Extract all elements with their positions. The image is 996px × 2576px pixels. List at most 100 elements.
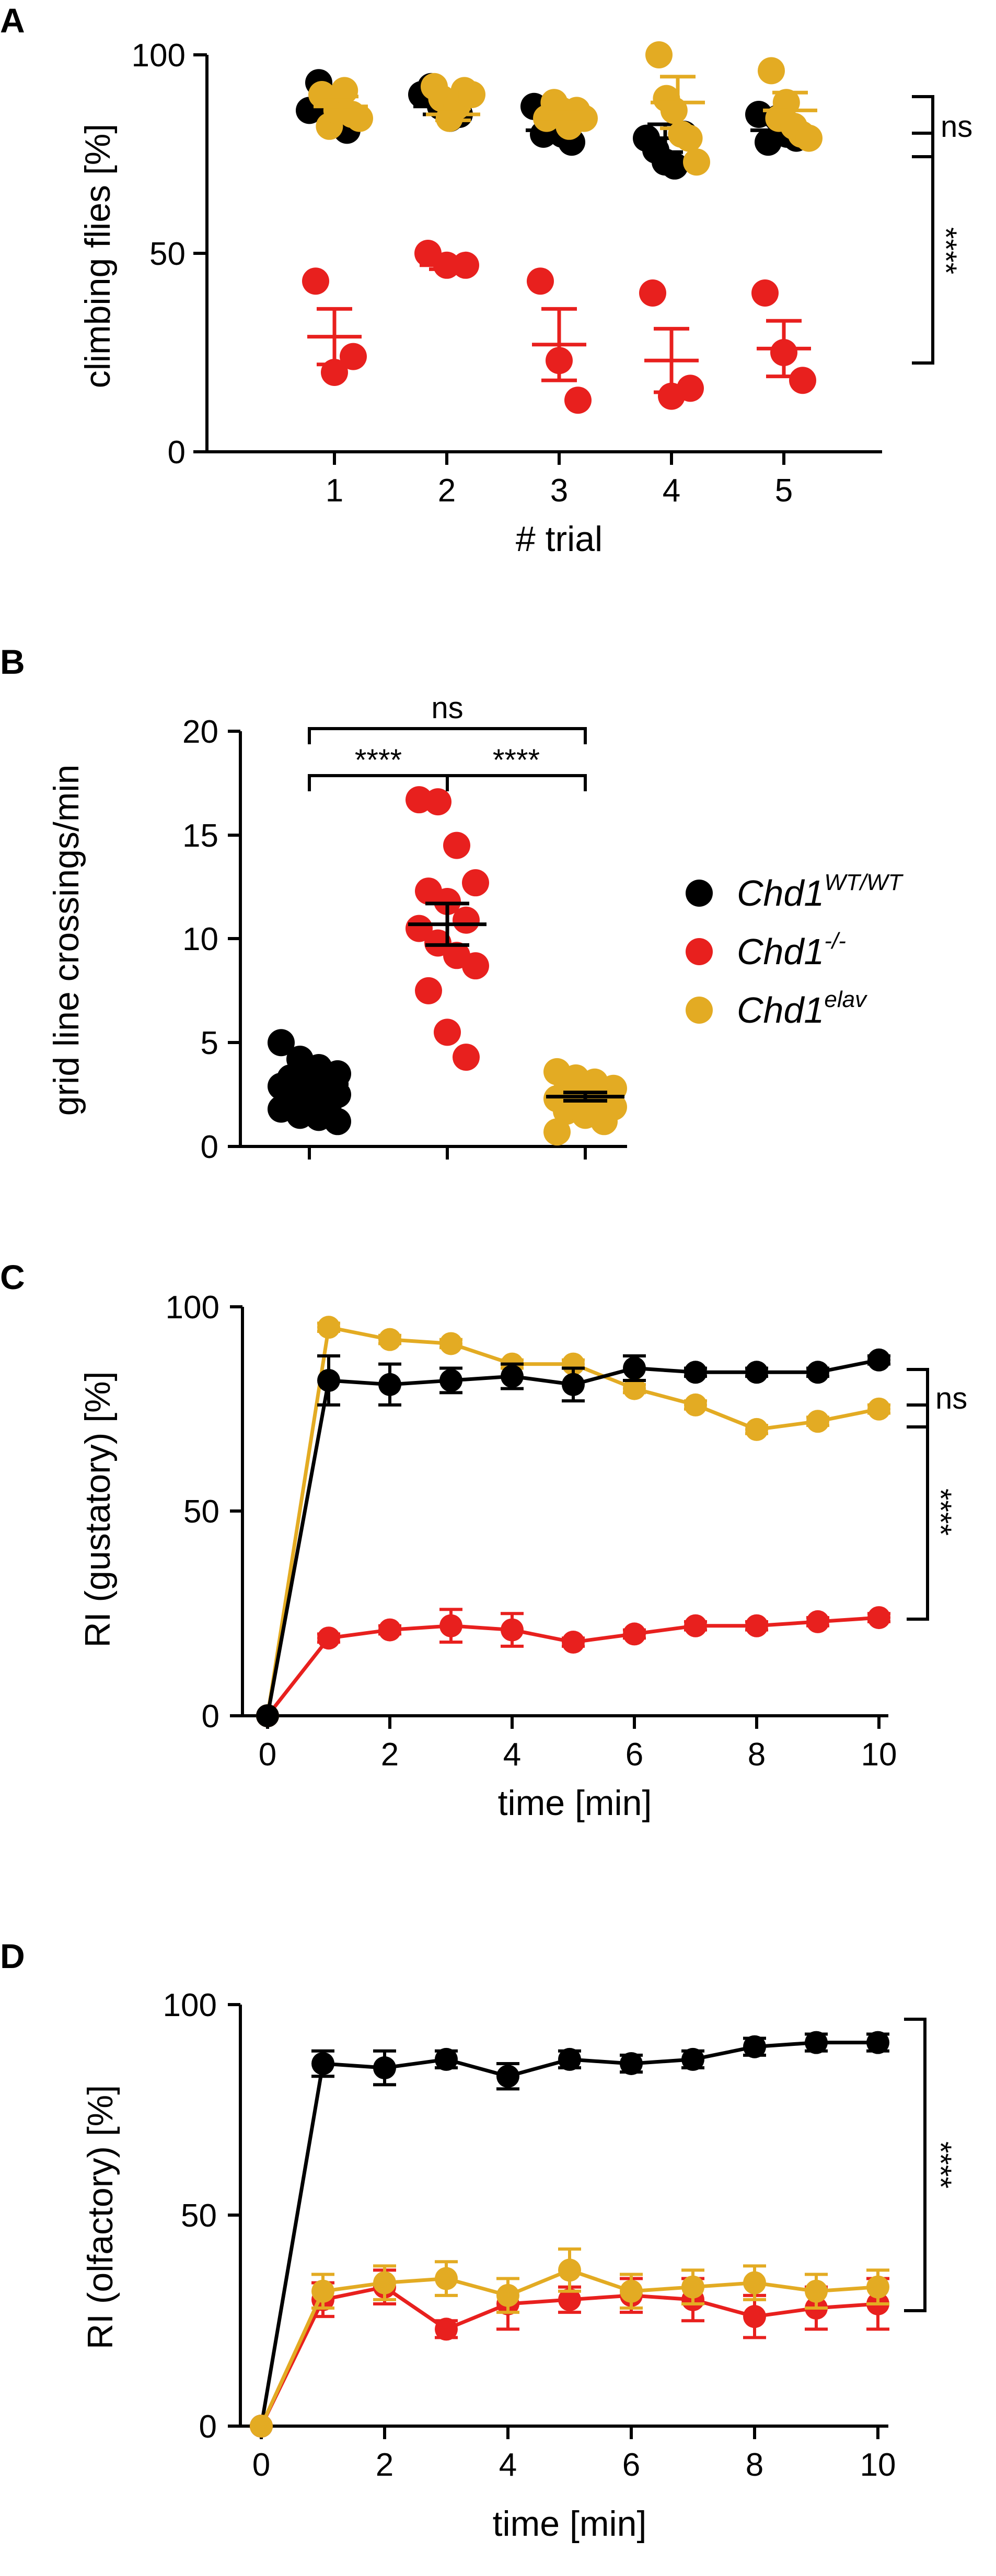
point-d-elav-t4	[496, 2284, 519, 2307]
panel-b-sig-brackets	[308, 727, 587, 791]
panel-b-ytick-20: 20	[182, 714, 218, 750]
dot-b-ko-8	[406, 915, 433, 942]
panel-c-ytick-100: 100	[166, 1290, 219, 1326]
panel-d-xlabel: time [min]	[493, 2504, 647, 2544]
point-d-wt-t1	[311, 2052, 334, 2075]
dot-a-elav-t5-6	[795, 124, 823, 152]
point-d-wt-t4	[496, 2065, 519, 2088]
panel-c-sig-ns: ns	[935, 1381, 967, 1415]
panel-a-xtick-2: 2	[438, 473, 456, 509]
panel-b-sig-stars-right: ****	[493, 743, 540, 777]
dot-b-wt-18	[324, 1108, 351, 1135]
point-c-ko-t2	[378, 1618, 401, 1642]
point-c-ko-t4	[501, 1618, 524, 1642]
point-c-ko-t8	[745, 1614, 768, 1637]
panel-d-ylabel: RI (olfactory) [%]	[80, 2085, 120, 2349]
panel-a-ytick-0: 0	[168, 435, 186, 471]
point-c-wt-t1	[317, 1368, 340, 1392]
point-c-elav-t1	[317, 1316, 340, 1339]
panel-a-axes	[193, 53, 882, 465]
dot-a-ko-t5-3	[789, 367, 816, 394]
dot-b-elav-14	[590, 1108, 618, 1135]
point-d-elav-t9	[805, 2279, 828, 2303]
panel-b-ytick-0: 0	[201, 1129, 218, 1165]
panel-c-gustatory: 100 50 0 0 2 4 6 8 10 time [min] RI (gus…	[78, 1290, 967, 1823]
panel-a-ylabel: climbing flies [%]	[78, 124, 118, 388]
point-c-ko-t5	[562, 1631, 585, 1654]
panel-letter-c: C	[0, 1258, 25, 1296]
dot-a-ko-t3-1	[527, 267, 554, 295]
point-d-elav-t8	[743, 2271, 766, 2294]
panel-c-ytick-0: 0	[202, 1699, 219, 1735]
point-c-ko-t1	[317, 1626, 340, 1650]
panel-c-xtick-8: 8	[748, 1737, 766, 1773]
point-c-ko-t7	[684, 1614, 707, 1637]
dot-b-wt-1	[268, 1029, 295, 1057]
point-c-wt-t0	[256, 1704, 279, 1727]
panel-d-sig-brackets	[904, 2018, 926, 2312]
legend-label-ko: Chd1-/-	[737, 928, 846, 972]
dot-a-ko-t1-1	[302, 267, 329, 295]
panel-d-xticks	[260, 2426, 879, 2439]
panel-b-locomotion: 20 15 10 5 0 grid line crossings/min ns …	[47, 691, 904, 1165]
panel-b-ytick-5: 5	[201, 1025, 218, 1061]
point-d-elav-t10	[866, 2275, 889, 2299]
dot-a-elav-t5-1	[758, 57, 785, 85]
panel-c-xtick-6: 6	[626, 1737, 643, 1773]
panel-d-ytick-50: 50	[181, 2198, 217, 2234]
point-d-wt-t10	[866, 2031, 889, 2054]
point-c-elav-t6	[623, 1377, 646, 1400]
dot-b-ko-6	[434, 887, 461, 915]
panel-a-sig-ns: ns	[941, 110, 972, 144]
panel-c-xtick-2: 2	[381, 1737, 399, 1773]
point-c-elav-t10	[867, 1397, 890, 1421]
point-c-elav-t9	[806, 1410, 829, 1433]
panel-a-xlabel: # trial	[516, 519, 603, 559]
point-c-wt-t5	[562, 1373, 585, 1396]
panel-c-ytick-50: 50	[183, 1494, 219, 1530]
point-c-ko-t10	[867, 1606, 890, 1630]
point-c-wt-t2	[378, 1373, 401, 1396]
panel-a-ytick-100: 100	[132, 38, 186, 74]
legend-marker-ko	[686, 938, 713, 965]
point-c-ko-t9	[806, 1610, 829, 1633]
series-line-c-wt	[265, 1358, 879, 1716]
dot-a-elav-t4-1	[645, 41, 673, 68]
panel-b-ytick-10: 10	[182, 921, 218, 957]
point-d-wt-t6	[620, 2052, 643, 2075]
point-c-wt-t4	[501, 1365, 524, 1388]
dot-b-ko-11	[462, 952, 489, 980]
panel-d-xtick-6: 6	[622, 2447, 640, 2483]
point-c-elav-t5	[562, 1352, 585, 1376]
point-d-elav-t2	[373, 2271, 396, 2294]
point-d-elav-t5	[558, 2258, 581, 2282]
dot-a-elav-t2-6	[458, 81, 485, 108]
point-c-wt-t9	[806, 1361, 829, 1384]
panel-b-ytick-15: 15	[182, 818, 218, 854]
panel-c-sig-stars: ****	[923, 1489, 957, 1536]
panel-c-sig-brackets	[907, 1368, 929, 1621]
point-c-elav-t2	[378, 1328, 401, 1351]
dot-b-elav-15	[543, 1118, 571, 1146]
panel-a-xtick-5: 5	[775, 473, 793, 509]
panel-letter-d: D	[0, 1937, 25, 1975]
panel-b-ylabel: grid line crossings/min	[47, 765, 86, 1116]
point-d-elav-t6	[620, 2279, 643, 2303]
dot-a-elav-t1-6	[346, 104, 373, 132]
point-c-wt-t8	[745, 1361, 768, 1384]
point-d-wt-t8	[743, 2035, 766, 2058]
panel-d-xtick-10: 10	[860, 2447, 896, 2483]
legend-item-wt: Chd1WT/WT	[686, 870, 904, 914]
legend-label-elav: Chd1elav	[737, 987, 868, 1031]
dot-a-elav-t4-5	[675, 124, 703, 152]
point-d-elav-t7	[681, 2275, 704, 2299]
point-c-ko-t3	[439, 1614, 462, 1637]
point-d-elav-t3	[435, 2267, 458, 2290]
point-d-wt-t3	[435, 2047, 458, 2071]
point-d-ko-t3	[435, 2317, 458, 2341]
panel-c-xtick-10: 10	[861, 1737, 897, 1773]
point-c-wt-t3	[439, 1368, 462, 1392]
panel-letter-b: B	[0, 642, 25, 681]
dot-a-ko-t4-1	[639, 279, 666, 307]
